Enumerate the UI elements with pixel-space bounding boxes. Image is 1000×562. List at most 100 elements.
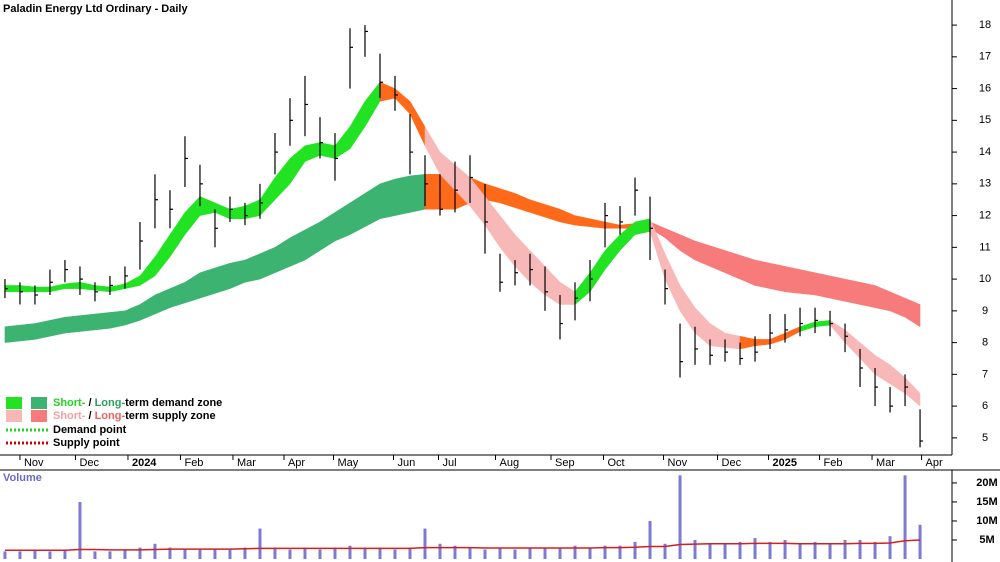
volume-bar [378, 547, 382, 559]
volume-bar [213, 549, 217, 559]
volume-average [4, 539, 921, 552]
legend-short: Short- [53, 397, 86, 409]
y-tick-label: 13 [979, 178, 991, 190]
volume-bar [138, 547, 142, 559]
volume-bar [483, 549, 487, 559]
volume-bar [18, 551, 22, 559]
volume-bar [258, 528, 262, 559]
legend-swatch [31, 410, 47, 422]
volume-bar [588, 547, 592, 559]
y-tick-label: 5 [982, 432, 988, 444]
volume-bar [348, 545, 352, 559]
volume-bar [753, 538, 757, 559]
x-tick-label: Mar [237, 457, 256, 469]
x-tick-label: Aug [500, 457, 520, 469]
volume-bar [498, 547, 502, 559]
chart-title: Paladin Energy Ltd Ordinary - Daily [3, 3, 188, 15]
x-tick-label: Oct [608, 457, 625, 469]
zone-band [649, 221, 921, 328]
zone-band [379, 81, 426, 146]
volume-bar [783, 539, 787, 559]
x-tick-label: Sep [555, 457, 575, 469]
x-tick-label: Apr [288, 457, 305, 469]
volume-bar [243, 547, 247, 559]
volume-bar [303, 547, 307, 559]
volume-bar [573, 545, 577, 559]
x-tick-label: 2024 [132, 457, 157, 469]
volume-bar [393, 549, 397, 559]
volume-bar [108, 551, 112, 559]
volume-bar [198, 549, 202, 559]
volume-bar [618, 545, 622, 559]
x-tick-label: Feb [824, 457, 843, 469]
volume-bar [123, 549, 127, 559]
volume-bar [633, 541, 637, 559]
volume-bar [813, 541, 817, 559]
volume-bar [33, 549, 37, 559]
volume-bar [693, 539, 697, 559]
volume-bar [408, 547, 412, 559]
x-tick-label: 2025 [773, 457, 797, 469]
y2-tick-label: 10M [976, 515, 997, 527]
volume-bar [873, 541, 877, 559]
volume-bar [708, 543, 712, 559]
x-tick-label: Dec [79, 457, 99, 469]
volume-bar [93, 551, 97, 559]
zone-band [829, 319, 921, 407]
volume-bar [528, 547, 532, 559]
x-tick-label: Jul [442, 457, 456, 469]
zone-band [4, 174, 426, 343]
volume-bar [558, 547, 562, 559]
y-tick-label: 17 [979, 51, 991, 63]
volume-bar [903, 475, 907, 559]
volume-bar [603, 545, 607, 559]
volume-bar [798, 543, 802, 559]
legend-swatch [31, 397, 47, 409]
x-tick-label: Jun [397, 457, 415, 469]
legend-text: Short- / Long-term supply zone [53, 410, 216, 422]
volume-bar [363, 547, 367, 559]
volume-bar [3, 551, 7, 559]
volume-bar [168, 547, 172, 559]
volume-bar [423, 528, 427, 559]
y-tick-label: 8 [982, 337, 988, 349]
legend-rest: term demand zone [125, 397, 222, 409]
volume-bar [648, 520, 652, 559]
legend-long: Long- [95, 397, 126, 409]
legend-text: Short- / Long-term demand zone [53, 397, 222, 409]
y-tick-label: 11 [979, 241, 990, 253]
y-tick-label: 9 [982, 305, 988, 317]
volume-bar [318, 549, 322, 559]
x-tick-label: Dec [722, 457, 742, 469]
y2-tick-label: 20M [976, 477, 997, 489]
legend: Short- / Long-term demand zone Short- / … [6, 397, 222, 449]
legend-sep: / [85, 410, 94, 422]
x-tick-label: Mar [876, 457, 895, 469]
volume-label: Volume [3, 472, 42, 484]
y-tick-label: 7 [982, 368, 988, 380]
legend-text: Demand point [53, 424, 127, 436]
volume-bar [513, 549, 517, 559]
zone-layer [4, 81, 921, 407]
zone-band [574, 218, 651, 306]
volume-bar [828, 543, 832, 559]
zone-band [4, 81, 381, 293]
volume-bar [858, 539, 862, 559]
legend-swatch [6, 410, 22, 422]
volume-bar [288, 549, 292, 559]
volume-bar [678, 475, 682, 559]
volume-bar [183, 549, 187, 559]
y-tick-label: 18 [979, 19, 991, 31]
volume-bar [888, 536, 892, 559]
legend-swatch [6, 397, 22, 409]
y-tick-label: 6 [982, 400, 988, 412]
x-tick-label: Apr [926, 457, 943, 469]
volume-bar [723, 543, 727, 559]
y-tick-label: 16 [979, 82, 991, 94]
x-tick-label: Nov [24, 457, 44, 469]
x-tick-label: Nov [668, 457, 688, 469]
volume-bar [78, 501, 82, 559]
legend-short: Short- [53, 410, 86, 422]
volume-bar [543, 547, 547, 559]
